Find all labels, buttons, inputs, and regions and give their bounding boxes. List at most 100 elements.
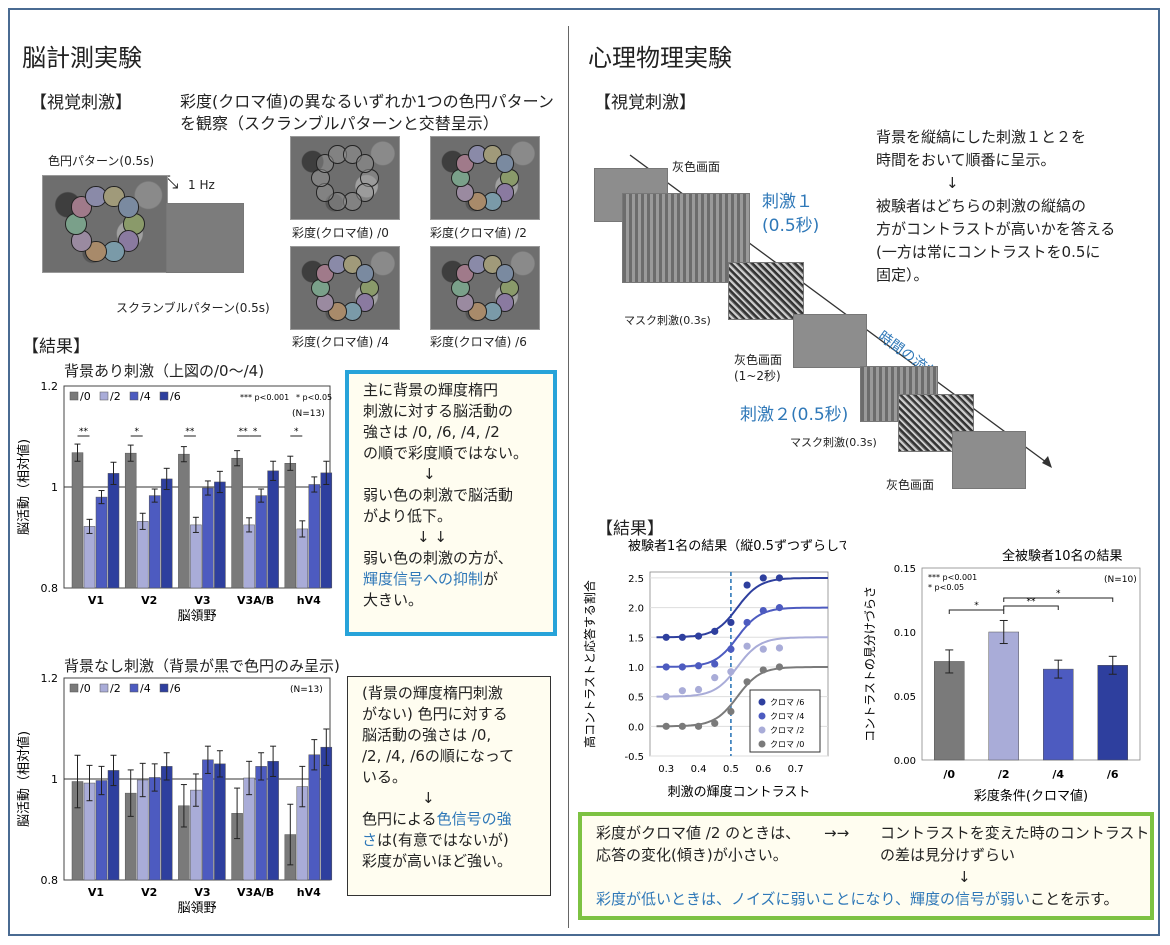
legend-swatch xyxy=(129,683,139,693)
box2-highlight-2: さ xyxy=(362,831,378,849)
left-title: 脳計測実験 xyxy=(22,44,142,72)
box1-line3: 強さは /0, /6, /4, /2 xyxy=(363,423,500,441)
y-tick-label: 0.8 xyxy=(41,582,59,595)
chart2-title: 背景なし刺激（背景が黒で色円のみ呈示) xyxy=(64,657,340,675)
y-axis-label: 脳活動（相対値) xyxy=(16,439,32,535)
annotation: *** p<0.001 xyxy=(928,573,977,582)
chart-title: 全被験者10名の結果 xyxy=(1002,548,1123,564)
legend-label: クロマ /2 xyxy=(770,726,804,735)
legend-marker xyxy=(758,740,766,748)
significance-mark: ** xyxy=(239,427,249,437)
right-description: 背景を縦縞にした刺激１と２を 時間をおいて順番に呈示。 ↓ 被験者はどちらの刺激… xyxy=(876,126,1115,287)
gray-screen-2-label-b: (1~2秒) xyxy=(734,369,781,383)
significance-mark: * xyxy=(294,427,299,437)
data-point xyxy=(727,707,735,716)
x-tick-label: V1 xyxy=(88,594,104,607)
significance-mark: * xyxy=(134,427,139,437)
annotation: (N=10) xyxy=(1104,575,1137,585)
x-tick-label: 0.5 xyxy=(723,764,739,775)
color-circle xyxy=(355,154,375,173)
x-tick-label: /6 xyxy=(1107,768,1119,781)
box2-arrow: ↓ xyxy=(422,789,435,807)
chart-discrimination: 全被験者10名の結果 0.00 0.05 0.10 0.15 コントラストの見分けづらさ彩… xyxy=(863,548,1141,802)
annotation: * p<0.05 xyxy=(928,583,964,592)
left-box-1: 主に背景の輝度楕円 刺激に対する脳活動の 強さは /0, /6, /4, /2 … xyxy=(345,370,557,636)
y-tick-label: 1.0 xyxy=(628,663,644,674)
data-point xyxy=(678,687,686,695)
gray-screen-2-image xyxy=(793,314,867,368)
data-point xyxy=(775,644,784,652)
scramble-pattern-image xyxy=(166,203,244,273)
bar xyxy=(1097,665,1128,761)
bar xyxy=(160,766,173,881)
bar xyxy=(934,661,965,761)
legend-label: クロマ /6 xyxy=(770,698,804,707)
significance-mark: ** xyxy=(185,427,195,437)
data-point xyxy=(711,719,719,727)
bottom-arrows: →→ xyxy=(824,824,850,842)
outer-frame xyxy=(8,8,1160,936)
left-stimulus-desc-2: を観察（スクランブルパターンと交替呈示） xyxy=(180,114,499,133)
data-point xyxy=(678,722,686,730)
data-point xyxy=(759,606,767,615)
bar xyxy=(267,761,279,881)
box1-line2: 刺激に対する脳活動の xyxy=(363,402,514,420)
data-point xyxy=(727,668,735,676)
data-point xyxy=(711,674,719,682)
right-stimulus-label: 【視覚刺激】 xyxy=(594,93,696,113)
bar xyxy=(267,470,279,589)
data-point xyxy=(727,618,735,627)
x-tick-label: V3A/B xyxy=(237,886,274,899)
legend-label: クロマ /0 xyxy=(770,740,804,749)
y-tick-label: 0.0 xyxy=(628,722,644,733)
box1-arrow1: ↓ xyxy=(423,465,436,483)
mask-1-image xyxy=(728,262,804,320)
bottom-line3: 彩度が低いときは、ノイズに弱いことになり、輝度の信号が弱いことを示す。 xyxy=(596,888,1118,910)
bar xyxy=(284,463,297,589)
stimulus-1-label: 刺激１ (0.5秒) xyxy=(762,190,819,238)
box1-line4: の順で彩度順ではない。 xyxy=(363,444,529,462)
box2-line3: 脳活動の強さは /0, xyxy=(362,726,492,744)
bar xyxy=(296,528,309,589)
chart-brain-no-background: 0.8 1 1.2 脳活動（相対値) 脳領野 V1 V2 V3 V3A/B hV4/0/2/4/6… xyxy=(16,672,333,916)
data-point xyxy=(759,666,767,674)
right-desc-4: 方がコントラストが高いかを答える xyxy=(876,220,1116,238)
left-stimulus-desc-1: 彩度(クロマ値)の異なるいずれか1つの色円パターン xyxy=(180,92,554,111)
box1-line9: 大きい。 xyxy=(363,591,424,609)
x-tick-label: /2 xyxy=(998,768,1010,781)
right-desc-1: 背景を縦縞にした刺激１と２を xyxy=(876,128,1087,146)
annotation: (N=13) xyxy=(290,685,323,695)
data-point xyxy=(678,663,686,671)
y-tick-label: 0.10 xyxy=(894,628,916,639)
data-point xyxy=(662,722,670,730)
significance-mark: ** xyxy=(79,427,89,437)
data-point xyxy=(743,642,751,650)
gray-screen-1-label: 灰色画面 xyxy=(672,160,721,174)
legend-label: /0 xyxy=(80,390,91,403)
data-point xyxy=(662,693,670,701)
y-axis-label: コントラストの見分けづらさ xyxy=(863,586,877,742)
legend-label: /6 xyxy=(170,390,181,403)
x-tick-label: /4 xyxy=(1052,768,1064,781)
legend-label: クロマ /4 xyxy=(770,712,804,721)
box2-line7b: は(有意ではないが) xyxy=(377,831,509,849)
x-axis-label: 脳領野 xyxy=(177,608,216,624)
y-axis-label: 高コントラストと応答する割合 xyxy=(582,580,597,748)
bar xyxy=(148,495,161,589)
bar xyxy=(95,496,108,589)
chart-brain-with-background: 0.8 1 1.2 脳活動（相対値) 脳領野 V1 V2 V3 V3A/B hV4/0/2/4/6… xyxy=(16,380,332,624)
legend-label: /4 xyxy=(140,390,151,403)
mask-2-label: マスク刺激(0.3s) xyxy=(790,436,877,449)
box2-line4: /2, /4, /6の順になって xyxy=(362,747,515,765)
x-axis-label: 脳領野 xyxy=(177,900,216,916)
right-desc-3: 被験者はどちらの刺激の縦縞の xyxy=(876,197,1087,215)
stimulus-1-label-a: 刺激１ xyxy=(762,192,813,212)
legend-swatch xyxy=(129,391,139,401)
right-title: 心理物理実験 xyxy=(588,44,732,72)
bottom-line1b: コントラストを変えた時のコントラスト xyxy=(880,824,1150,842)
box1-highlight: 輝度信号への抑制 xyxy=(363,570,484,588)
chroma-2-label: 彩度(クロマ値) /2 xyxy=(430,226,527,240)
bottom-line3b: ことを示す。 xyxy=(1029,890,1119,908)
data-point xyxy=(711,627,719,635)
x-tick-label: hV4 xyxy=(297,594,321,607)
